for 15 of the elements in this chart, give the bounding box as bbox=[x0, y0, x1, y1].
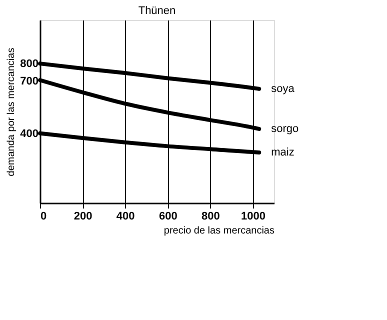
y-tick-label: 400 bbox=[20, 128, 38, 140]
series-label: sorgo bbox=[271, 122, 299, 135]
x-tick-label: 800 bbox=[202, 210, 220, 222]
x-tick-label: 400 bbox=[116, 210, 135, 222]
y-tick-label: 800 bbox=[20, 58, 38, 70]
x-axis-title: precio de las mercancias bbox=[164, 226, 274, 236]
y-axis-title: demanda por las mercancias bbox=[6, 48, 18, 176]
y-tick-label: 700 bbox=[20, 76, 38, 88]
chart-title: Thünen bbox=[138, 5, 176, 17]
series-label: maiz bbox=[271, 146, 294, 158]
x-tick-label: 600 bbox=[158, 210, 178, 222]
x-tick-label: 200 bbox=[74, 210, 92, 222]
x-tick-label: 1000 bbox=[240, 210, 266, 222]
x-tick-label: 0 bbox=[40, 210, 47, 222]
series-label: soya bbox=[271, 82, 296, 95]
